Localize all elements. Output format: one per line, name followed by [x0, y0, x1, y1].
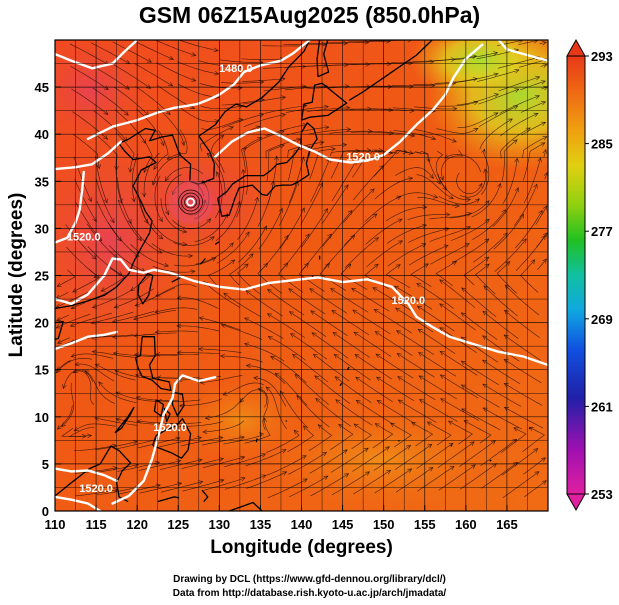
x-tick-label: 155: [414, 517, 436, 532]
contour-label: 1520.0: [67, 232, 101, 244]
figure-title: GSM 06Z15Aug2025 (850.0hPa): [138, 2, 481, 28]
y-tick-label: 30: [35, 221, 49, 236]
y-tick-label: 0: [42, 504, 49, 519]
colorbar-tick-label: 285: [591, 137, 613, 152]
x-tick-label: 165: [496, 517, 518, 532]
y-tick-label: 40: [35, 127, 49, 142]
contour-label: 1520.0: [79, 483, 113, 495]
coastlines: [55, 40, 531, 511]
x-tick-label: 140: [291, 517, 313, 532]
y-axis-ticks: 0 5 10 15 20 25 30 35 40 45: [35, 80, 61, 519]
contour-label: 1520.0: [391, 295, 425, 307]
temperature-field: [55, 40, 548, 511]
colorbar-tick-label: 269: [591, 312, 613, 327]
y-tick-label: 20: [35, 316, 49, 331]
colorbar-tick-label: 277: [591, 224, 613, 239]
y-tick-label: 25: [35, 269, 49, 284]
colorbar-bottom-arrow: [566, 493, 586, 512]
x-tick-label: 150: [373, 517, 395, 532]
contour-labels: 1480.0 1520.0 1520.0 1520.0 1520.0 1520.0: [67, 63, 425, 495]
y-tick-label: 5: [42, 457, 49, 472]
typhoon-center: [168, 180, 213, 225]
x-axis-title: Longitude (degrees): [210, 537, 393, 558]
x-tick-label: 120: [126, 517, 148, 532]
x-tick-label: 115: [86, 517, 107, 532]
y-tick-label: 15: [35, 363, 49, 378]
colorbar-scale: [566, 55, 586, 495]
colorbar: 293 285 277 269 261 253: [566, 38, 613, 512]
colorbar-tick-label: 261: [591, 399, 613, 414]
grid-lines: [55, 40, 548, 511]
contour-label: 1520.0: [153, 422, 187, 434]
contour-label: 1520.0: [346, 152, 380, 164]
colorbar-ticks: 293 285 277 269 261 253: [585, 49, 613, 502]
x-tick-label: 110: [45, 517, 66, 532]
x-tick-label: 160: [455, 517, 477, 532]
y-tick-label: 35: [35, 174, 49, 189]
geopotential-contours: [55, 40, 548, 511]
y-tick-label: 45: [35, 80, 49, 95]
colorbar-top-arrow: [566, 38, 586, 57]
x-tick-label: 145: [332, 517, 354, 532]
x-tick-label: 125: [167, 517, 189, 532]
credit-data: Data from http://database.rish.kyoto-u.a…: [172, 588, 447, 599]
y-axis-title: Latitude (degrees): [6, 193, 27, 358]
credit-drawing: Drawing by DCL (https://www.gfd-dennou.o…: [173, 574, 446, 585]
colorbar-tick-label: 293: [591, 49, 613, 64]
contour-label: 1480.0: [219, 63, 253, 75]
x-tick-label: 130: [208, 517, 230, 532]
colorbar-tick-label: 253: [591, 487, 613, 502]
x-tick-label: 135: [250, 517, 272, 532]
y-tick-label: 10: [35, 410, 49, 425]
x-axis-ticks: 110 115 120 125 130 135 140 145 150 155 160 165: [45, 505, 518, 532]
